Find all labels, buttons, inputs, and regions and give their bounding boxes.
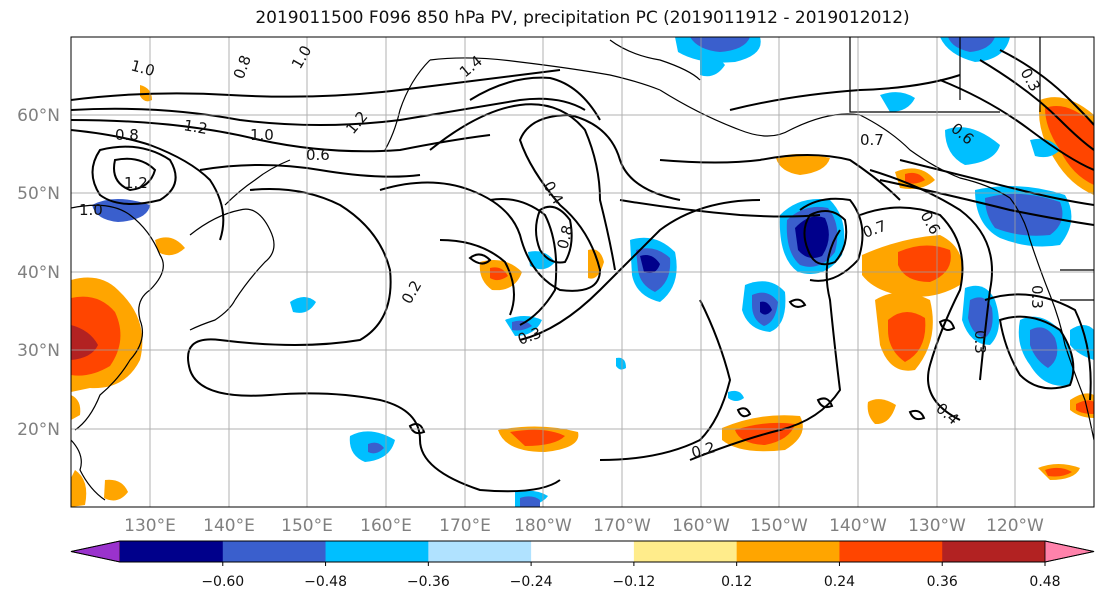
lon-label: 130°W	[908, 516, 966, 536]
colorbar-tick-label: 0.12	[721, 574, 752, 590]
lon-label: 150°W	[750, 516, 808, 536]
lat-label: 30°N	[17, 341, 60, 361]
contour-label: 1.2	[124, 174, 148, 192]
colorbar-segment	[839, 541, 943, 562]
contour-label: 1.0	[250, 126, 274, 144]
contour-label: 1.0	[129, 56, 157, 80]
graticule	[71, 37, 1094, 507]
map-frame	[70, 36, 1095, 508]
lat-label: 60°N	[17, 106, 60, 126]
colorbar-segment	[531, 541, 635, 562]
contour-label: 0.2	[689, 438, 717, 462]
colorbar-extend-max	[1044, 540, 1095, 563]
lat-label: 20°N	[17, 420, 60, 440]
colorbar-segment	[428, 541, 532, 562]
lon-label: 180°W	[514, 516, 572, 536]
colorbar-tick-label: −0.60	[201, 574, 244, 590]
lon-label: 150°E	[281, 516, 333, 536]
pv-contours	[71, 49, 1094, 493]
colorbar-tick-label: −0.12	[612, 574, 655, 590]
lon-label: 160°E	[360, 516, 412, 536]
contour-label: 0.8	[115, 126, 139, 144]
colorbar-segment	[222, 541, 327, 562]
colorbar-extend-min	[70, 540, 121, 563]
lon-label: 170°W	[593, 516, 651, 536]
colorbar-tick-label: −0.48	[304, 574, 347, 590]
lon-label: 140°W	[829, 516, 887, 536]
contour-label: 0.8	[553, 223, 577, 251]
contour-label: 0.7	[860, 131, 884, 149]
lon-label: 170°E	[439, 516, 491, 536]
colorbar-segment	[633, 541, 738, 562]
contour-label: 1.2	[182, 116, 209, 138]
longitude-labels: 130°E 140°E 150°E 160°E 170°E 180°W 170°…	[124, 516, 1044, 536]
lat-label: 40°N	[17, 263, 60, 283]
lon-label: 160°W	[672, 516, 730, 536]
lon-label: 130°E	[124, 516, 176, 536]
contour-label: 1.0	[79, 201, 103, 219]
contour-label: 0.3	[1028, 285, 1046, 309]
colorbar-tick-label: −0.36	[407, 574, 450, 590]
colorbar-outline	[70, 540, 1095, 563]
contour-label: 0.3	[971, 330, 989, 354]
lon-label: 120°W	[986, 516, 1044, 536]
colorbar: −0.60 −0.48 −0.36 −0.24 −0.12 0.12 0.24 0.36 0.4…	[70, 540, 1095, 590]
colorbar-segment	[736, 541, 840, 562]
latitude-labels: 60°N 50°N 40°N 30°N 20°N	[17, 106, 60, 440]
colorbar-tick-label: 0.24	[824, 574, 855, 590]
colorbar-segment	[120, 541, 224, 562]
colorbar-tick-label: 0.48	[1029, 574, 1060, 590]
lon-label: 140°E	[203, 516, 255, 536]
colorbar-segment	[325, 541, 429, 562]
map-title: 2019011500 F096 850 hPa PV, precipitatio…	[255, 8, 910, 28]
precip-shading	[71, 37, 1094, 507]
contour-label: 0.6	[306, 146, 330, 164]
colorbar-segment	[942, 541, 1046, 562]
lat-label: 50°N	[17, 184, 60, 204]
colorbar-tick-label: 0.36	[927, 574, 958, 590]
colorbar-tick-label: −0.24	[510, 574, 553, 590]
